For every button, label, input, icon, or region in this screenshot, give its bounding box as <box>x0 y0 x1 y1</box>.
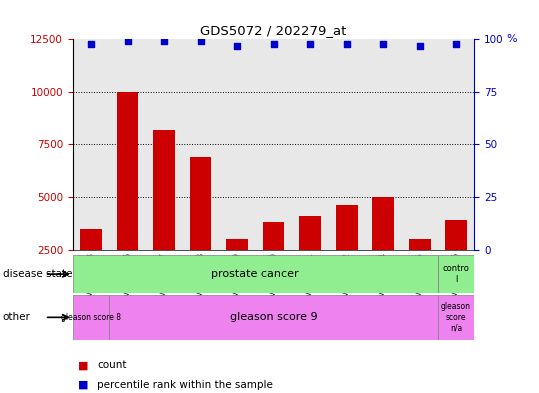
Text: percentile rank within the sample: percentile rank within the sample <box>97 380 273 390</box>
Bar <box>109 295 438 340</box>
Text: other: other <box>3 312 31 322</box>
Bar <box>226 239 248 302</box>
Point <box>270 40 278 47</box>
Point <box>379 40 388 47</box>
Text: contro
l: contro l <box>443 264 469 284</box>
Bar <box>73 295 109 340</box>
Text: %: % <box>507 34 517 44</box>
Text: prostate cancer: prostate cancer <box>211 269 299 279</box>
Point <box>233 42 241 49</box>
Bar <box>116 92 139 302</box>
Bar <box>372 197 394 302</box>
Bar <box>438 295 474 340</box>
Bar <box>409 239 431 302</box>
Text: gleason score 8: gleason score 8 <box>61 313 121 322</box>
Bar <box>445 220 467 302</box>
Point <box>342 40 351 47</box>
Text: disease state: disease state <box>3 269 72 279</box>
Text: gleason
score
n/a: gleason score n/a <box>441 303 471 332</box>
Title: GDS5072 / 202279_at: GDS5072 / 202279_at <box>201 24 347 37</box>
Bar <box>336 206 357 302</box>
Text: ■: ■ <box>78 380 88 390</box>
Point <box>196 38 205 44</box>
Bar <box>438 255 474 293</box>
Point <box>415 42 424 49</box>
Point <box>452 40 460 47</box>
Bar <box>299 216 321 302</box>
Point <box>123 38 132 44</box>
Bar <box>153 130 175 302</box>
Bar <box>80 229 102 302</box>
Point <box>87 40 95 47</box>
Text: ■: ■ <box>78 360 88 371</box>
Bar <box>190 157 211 302</box>
Text: count: count <box>97 360 127 371</box>
Point <box>306 40 314 47</box>
Point <box>160 38 168 44</box>
Text: gleason score 9: gleason score 9 <box>230 312 317 322</box>
Bar <box>262 222 285 302</box>
